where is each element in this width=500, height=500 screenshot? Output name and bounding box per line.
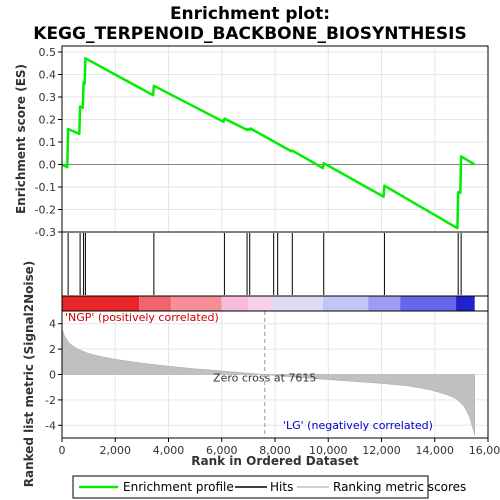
- legend-metric-label: Ranking metric scores: [333, 480, 466, 494]
- es-tick-label: -0.2: [35, 204, 56, 217]
- es-tick-label: 0.4: [39, 69, 57, 82]
- legend-hits-label: Hits: [270, 480, 293, 494]
- strip-segment: [368, 296, 401, 311]
- es-tick-label: 0.0: [39, 159, 57, 172]
- strip-segment: [272, 296, 323, 311]
- metric-y-ticks: 4 2 0 -2 -4: [45, 318, 62, 432]
- x-tick-label: 4,000: [153, 444, 185, 457]
- x-tick-label: 6,000: [206, 444, 238, 457]
- metric-y-axis-label: Ranked list metric (Signal2Noise): [22, 261, 36, 488]
- es-panel: 0.5 0.4 0.3 0.2 0.1 0.0 -0.1 -0.2 -0.3 Enrichmen…: [14, 45, 489, 239]
- metric-tick-label: -2: [45, 394, 56, 407]
- strip-segment: [400, 296, 457, 311]
- x-tick-label: 10,000: [309, 444, 348, 457]
- strip-segment: [248, 296, 273, 311]
- es-tick-label: 0.2: [39, 114, 57, 127]
- hits-panel: [61, 231, 489, 297]
- metric-tick-label: 4: [49, 318, 56, 331]
- x-tick-label: 0: [59, 444, 66, 457]
- strip-segment: [322, 296, 369, 311]
- legend-enrichment-label: Enrichment profile: [123, 480, 234, 494]
- es-tick-label: -0.1: [35, 181, 56, 194]
- x-tick-label: 16,000: [469, 444, 500, 457]
- enrichment-profile-line: [61, 57, 476, 230]
- strip-segment: [139, 296, 172, 311]
- es-y-axis-label: Enrichment score (ES): [14, 64, 28, 214]
- es-tick-label: 0.5: [39, 46, 57, 59]
- es-y-ticks: 0.5 0.4 0.3 0.2 0.1 0.0 -0.1 -0.2 -0.3: [35, 46, 62, 239]
- es-tick-label: 0.3: [39, 91, 57, 104]
- chart-title-line-1: Enrichment plot:: [170, 4, 330, 24]
- metric-x-ticks: 0 2,000 4,000 6,000 8,000 10,000 12,000 14,000 1…: [59, 438, 500, 457]
- positive-correlation-label: 'NGP' (positively correlated): [65, 311, 219, 324]
- strip-segment: [171, 296, 222, 311]
- es-tick-label: 0.1: [39, 136, 57, 149]
- es-tick-label: -0.3: [35, 226, 56, 239]
- metric-tick-label: -4: [45, 419, 56, 432]
- strip-segment: [62, 296, 140, 311]
- chart-title-line-2: KEGG_TERPENOID_BACKBONE_BIOSYNTHESIS: [33, 24, 466, 44]
- strip-segment: [221, 296, 249, 311]
- zero-cross-label: Zero cross at 7615: [213, 372, 316, 385]
- hit-marks: [67, 233, 462, 295]
- legend: Enrichment profile Hits Ranking metric s…: [72, 475, 466, 499]
- hits-frame: [61, 231, 489, 297]
- x-tick-label: 2,000: [100, 444, 132, 457]
- strip-segment: [456, 296, 475, 311]
- x-tick-label: 8,000: [259, 444, 291, 457]
- x-axis-label: Rank in Ordered Dataset: [191, 454, 359, 468]
- x-tick-label: 12,000: [362, 444, 401, 457]
- metric-tick-label: 0: [49, 369, 56, 382]
- rank-color-strip: [62, 296, 475, 311]
- metric-panel: Zero cross at 7615 'NGP' (positively cor…: [22, 261, 500, 488]
- x-tick-label: 14,000: [416, 444, 455, 457]
- ranking-metric-area: [61, 328, 475, 436]
- negative-correlation-label: 'LG' (negatively correlated): [283, 419, 433, 432]
- metric-frame: [61, 310, 489, 439]
- metric-tick-label: 2: [49, 343, 56, 356]
